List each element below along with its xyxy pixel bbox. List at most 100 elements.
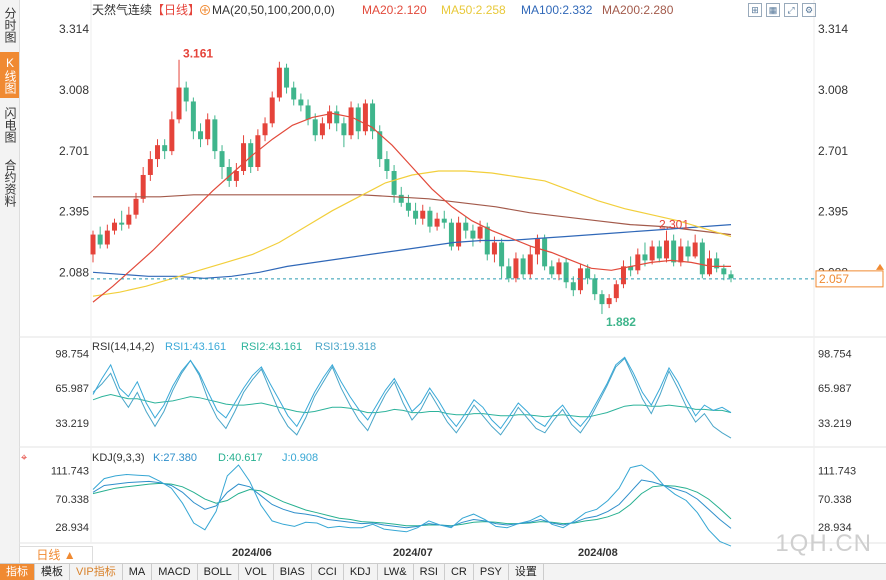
period-selector[interactable]: 日线 ▲	[19, 546, 93, 564]
candle-body	[506, 266, 512, 279]
kdj-k-line	[92, 479, 732, 529]
candle-body	[577, 268, 583, 291]
candle-body	[147, 159, 153, 175]
rsi-tick-left: 65.987	[55, 383, 89, 395]
candle-body	[262, 123, 268, 136]
add-indicator-icon[interactable]	[200, 5, 210, 15]
kdj-label[interactable]: KDJ(9,3,3)	[92, 452, 145, 464]
candle-body	[563, 262, 569, 283]
rsi3-value: RSI3:19.318	[315, 341, 376, 353]
ma200-value: MA200:2.280	[602, 3, 674, 17]
kdj-axis: 111.743 111.743 70.338 70.338 28.934 28.934	[51, 466, 856, 534]
candle-body	[241, 143, 247, 171]
candle-body	[97, 234, 103, 245]
tab-time-sharing[interactable]: 分时图	[3, 7, 17, 43]
candle-body	[370, 103, 376, 132]
ma50-value: MA50:2.258	[441, 3, 506, 17]
kdj-tick-right: 28.934	[818, 522, 852, 534]
period-label[interactable]: 【日线】	[152, 3, 200, 17]
ma-settings-label[interactable]: MA(20,50,100,200,0,0)	[212, 3, 335, 17]
tab-rsi[interactable]: RSI	[414, 564, 445, 580]
candle-body	[305, 105, 311, 120]
ma20-value: MA20:2.120	[362, 3, 427, 17]
candle-body	[176, 87, 182, 120]
tab-boll[interactable]: BOLL	[198, 564, 239, 580]
watermark: 1QH.CN	[775, 530, 872, 557]
rsi-label[interactable]: RSI(14,14,2)	[92, 341, 154, 353]
tab-cci[interactable]: CCI	[312, 564, 344, 580]
price-tick-right: 2.701	[818, 144, 848, 158]
candle-body	[606, 298, 612, 305]
candle-body	[126, 214, 132, 225]
candle-body	[542, 238, 548, 267]
candle-body	[477, 226, 483, 239]
high-annotation: 3.161	[183, 47, 213, 61]
ma100-line	[92, 224, 732, 279]
candle-body	[642, 254, 648, 261]
candle-body	[434, 218, 440, 227]
tab-settings[interactable]: 设置	[509, 564, 544, 580]
candle-body	[678, 246, 684, 263]
kdj-tick-left: 28.934	[55, 522, 89, 534]
tab-templates[interactable]: 模板	[35, 564, 70, 580]
candle-body	[276, 67, 282, 98]
settings-icon[interactable]: ⚙	[802, 3, 816, 17]
kline-chart[interactable]: 天然气连续 【日线】 MA(20,50,100,200,0,0) MA20:2.…	[19, 0, 886, 563]
tab-lwr[interactable]: LW&	[378, 564, 414, 580]
tab-ma[interactable]: MA	[123, 564, 153, 580]
rsi2-value: RSI2:43.161	[241, 341, 302, 353]
tab-contract-info[interactable]: 合约资料	[3, 159, 17, 207]
current-price-box	[815, 270, 884, 288]
tab-macd[interactable]: MACD	[152, 564, 198, 580]
candle-body	[448, 222, 454, 247]
candle-body	[570, 282, 576, 291]
candle-body	[592, 278, 598, 295]
price-tick-left: 3.314	[59, 22, 89, 36]
candle-body	[463, 222, 469, 231]
tab-psy[interactable]: PSY	[474, 564, 509, 580]
kdj-d-value: D:40.617	[218, 452, 263, 464]
tab-vol[interactable]: VOL	[239, 564, 274, 580]
tab-bias[interactable]: BIAS	[274, 564, 312, 580]
fit-icon[interactable]: ⊞	[748, 3, 762, 17]
candle-body	[499, 242, 505, 267]
candle-body	[520, 258, 526, 275]
candle-body	[205, 119, 211, 140]
crosshair-icon[interactable]: ⌖	[21, 452, 27, 464]
tab-cr[interactable]: CR	[445, 564, 474, 580]
candle-body	[556, 262, 562, 275]
candle-body	[112, 222, 118, 231]
candle-body	[248, 143, 254, 168]
rsi1-line	[92, 356, 732, 430]
tab-kline[interactable]: K线图	[0, 52, 19, 98]
tab-kdj[interactable]: KDJ	[344, 564, 378, 580]
candle-body	[190, 101, 196, 132]
candle-body	[692, 242, 698, 257]
candle-body	[405, 202, 411, 211]
candle-body	[585, 268, 591, 279]
price-tick-left: 2.701	[59, 144, 89, 158]
candle-body	[699, 242, 705, 275]
peak-annotation: 2.301	[659, 217, 689, 231]
kdj-tick-left: 70.338	[55, 494, 89, 506]
candle-body	[513, 258, 519, 279]
price-tick-right: 3.008	[818, 83, 848, 97]
indicator-tabbar: 指标 模板 VIP指标 MA MACD BOLL VOL BIAS CCI KD…	[0, 563, 886, 580]
expand-icon[interactable]: ⤢	[784, 3, 798, 17]
candle-body	[291, 87, 297, 100]
rsi-tick-right: 65.987	[818, 383, 852, 395]
rsi-tick-left: 33.219	[55, 418, 89, 430]
candle-body	[649, 246, 655, 261]
candle-body	[491, 242, 497, 255]
rsi3-line	[92, 357, 732, 439]
tab-vip-indicators[interactable]: VIP指标	[70, 564, 123, 580]
kdj-j-line	[92, 464, 732, 547]
kdj-j-value: J:0.908	[282, 452, 318, 464]
tab-indicators[interactable]: 指标	[0, 564, 35, 580]
chart-toolbar: ⊞ ▦ ⤢ ⚙	[748, 3, 816, 17]
tab-lightning[interactable]: 闪电图	[3, 107, 17, 143]
candle-body	[613, 284, 619, 299]
grid-icon[interactable]: ▦	[766, 3, 780, 17]
candle-body	[391, 171, 397, 195]
candle-body	[714, 258, 720, 269]
